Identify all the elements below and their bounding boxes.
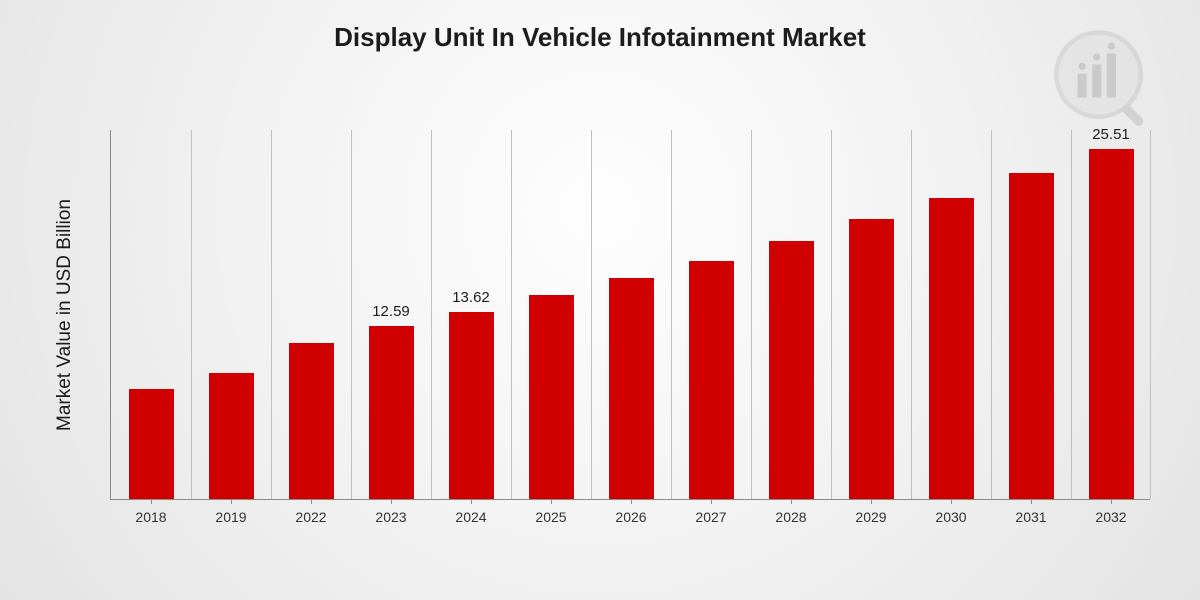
bar [929,198,974,499]
grid-line [431,130,432,499]
bar [369,326,414,499]
x-tick [391,499,392,504]
x-tick [551,499,552,504]
x-axis-label: 2027 [695,509,726,525]
grid-line [1150,130,1151,499]
grid-line [511,130,512,499]
grid-line [911,130,912,499]
grid-line [191,130,192,499]
grid-line [991,130,992,499]
x-axis-label: 2022 [295,509,326,525]
grid-line [751,130,752,499]
bar [129,389,174,499]
x-axis-label: 2031 [1015,509,1046,525]
chart-canvas: Display Unit In Vehicle Infotainment Mar… [0,0,1200,600]
bar [449,312,494,499]
chart-title: Display Unit In Vehicle Infotainment Mar… [0,22,1200,53]
x-axis-label: 2018 [135,509,166,525]
bar [1009,173,1054,499]
bar [849,219,894,499]
x-axis-label: 2019 [215,509,246,525]
x-axis-label: 2025 [535,509,566,525]
x-tick [151,499,152,504]
x-tick [791,499,792,504]
grid-line [351,130,352,499]
watermark-logo [1050,26,1160,136]
x-axis-label: 2029 [855,509,886,525]
grid-line [1071,130,1072,499]
x-tick [471,499,472,504]
grid-line [591,130,592,499]
plot-area: 201820192022202312.59202413.622025202620… [110,130,1150,500]
bar [209,373,254,499]
bar-value-label: 12.59 [356,303,426,320]
y-axis-label-container: Market Value in USD Billion [50,130,80,500]
x-axis-label: 2030 [935,509,966,525]
x-tick [631,499,632,504]
bar [609,278,654,499]
x-axis-label: 2032 [1095,509,1126,525]
bar [1089,149,1134,499]
bar-value-label: 13.62 [436,289,506,306]
grid-line [671,130,672,499]
bar [769,241,814,499]
x-tick [1031,499,1032,504]
grid-line [831,130,832,499]
x-tick [311,499,312,504]
y-axis-label: Market Value in USD Billion [54,199,76,431]
x-tick [871,499,872,504]
bar [689,261,734,499]
x-axis-label: 2028 [775,509,806,525]
bar-value-label: 25.51 [1076,126,1146,143]
x-axis-label: 2026 [615,509,646,525]
x-tick [951,499,952,504]
x-tick [1111,499,1112,504]
x-tick [231,499,232,504]
bar [529,295,574,499]
x-tick [711,499,712,504]
grid-line [271,130,272,499]
x-axis-label: 2023 [375,509,406,525]
x-axis-label: 2024 [455,509,486,525]
bar [289,343,334,499]
